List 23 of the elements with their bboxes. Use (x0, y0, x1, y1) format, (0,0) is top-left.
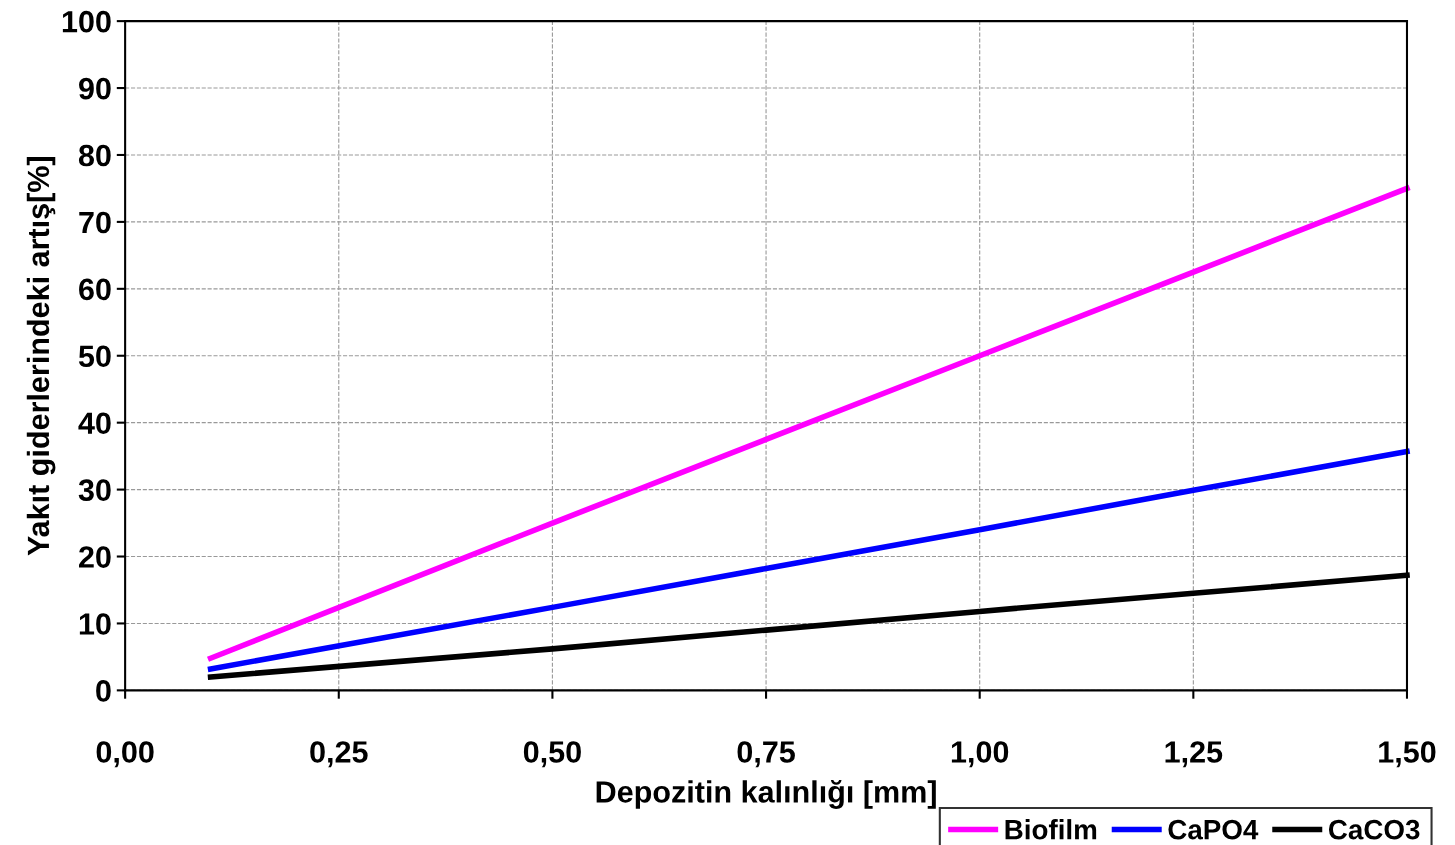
x-tick-label: 0,00 (96, 741, 154, 768)
y-tick-label: 100 (62, 10, 111, 33)
x-tick-label: 0,25 (310, 741, 368, 768)
y-tick-label: 50 (78, 345, 111, 368)
x-tick-label: 0,50 (523, 741, 581, 768)
x-axis-title: Depozitin kalınlığı [mm] (596, 779, 936, 809)
legend-label: CaCO3 (1328, 819, 1420, 840)
legend-label: CaPO4 (1168, 819, 1259, 840)
y-tick-label: 20 (79, 546, 111, 568)
y-tick-label: 90 (79, 77, 111, 100)
y-tick-label: 40 (78, 412, 111, 435)
x-tick-label: 1,00 (951, 741, 1009, 768)
y-axis-title: Yakıt giderlerindeki artış[%] (26, 157, 56, 556)
x-tick-label: 0,75 (737, 741, 795, 768)
y-tick-label: 0 (96, 680, 111, 702)
y-tick-label: 30 (78, 479, 111, 502)
y-tick-label: 60 (79, 278, 111, 301)
y-tick-label: 80 (78, 144, 111, 167)
x-tick-label: 1,50 (1379, 741, 1436, 768)
y-tick-label: 10 (79, 613, 111, 635)
legend-label: Biofilm (1005, 819, 1097, 840)
x-tick-label: 1,25 (1165, 741, 1223, 768)
y-tick-label: 70 (79, 211, 111, 234)
